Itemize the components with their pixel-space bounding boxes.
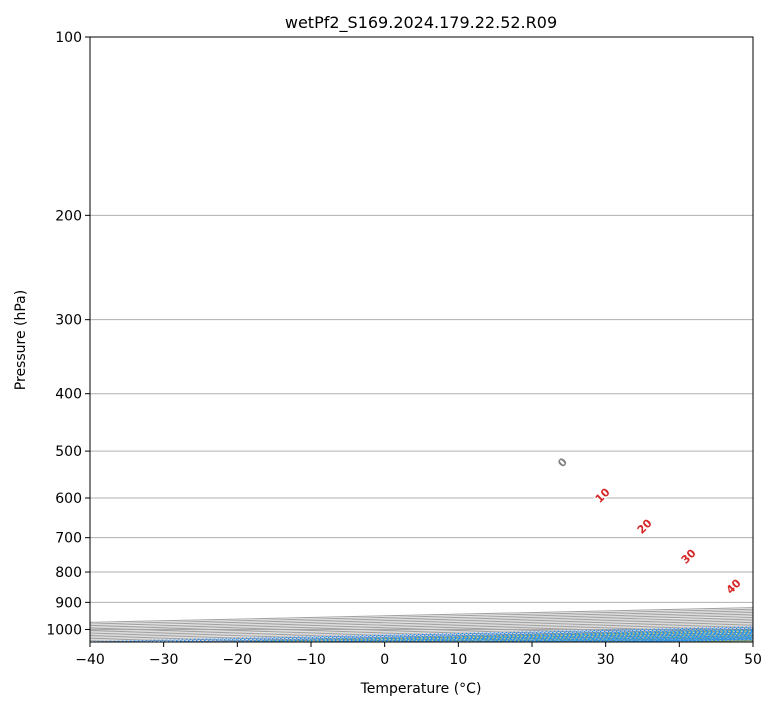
moist-adiabat (296, 257, 775, 642)
isotherm (0, 37, 775, 642)
chart-title: wetPf2_S169.2024.179.22.52.R09 (285, 13, 557, 33)
moist-adiabat-label: 30 (679, 546, 699, 566)
x-tick-label: 0 (380, 652, 389, 668)
moist-adiabat (355, 215, 775, 642)
x-tick-label: 40 (670, 652, 688, 668)
x-tick-label: −20 (223, 652, 253, 668)
isotherm (753, 37, 775, 642)
isotherm (0, 37, 775, 642)
isotherm (532, 37, 775, 642)
dry-adiabat (264, 37, 775, 642)
x-axis-ticks: −40 −30 −20 −10 0 10 20 30 40 50 (75, 642, 762, 668)
x-tick-label: −30 (149, 652, 179, 668)
y-axis-ticks: 100 200 300 400 500 600 700 800 900 1000 (46, 30, 90, 638)
isotherm (385, 37, 775, 642)
x-tick-label: 10 (449, 652, 467, 668)
moist-adiabat (709, 37, 775, 642)
x-axis-label: Temperature (°C) (360, 681, 482, 697)
dry-adiabat (488, 37, 775, 642)
moist-adiabat-label: 10 (593, 485, 613, 505)
isotherm (237, 37, 775, 642)
dry-adiabat (712, 37, 775, 642)
x-tick-label: 20 (523, 652, 541, 668)
y-tick-label: 100 (55, 30, 82, 46)
x-tick-label: 50 (744, 652, 762, 668)
isotherm (311, 37, 775, 642)
isotherm (458, 37, 775, 642)
y-tick-label: 1000 (46, 622, 82, 638)
isotherm (0, 37, 775, 642)
isotherm (0, 37, 775, 642)
moist-adiabat (267, 273, 775, 642)
y-tick-label: 600 (55, 491, 82, 507)
moist-adiabat (326, 234, 775, 642)
mixing-ratio-lines (82, 451, 775, 642)
plot-frame (90, 37, 753, 642)
moist-adiabat (738, 37, 775, 642)
pressure-gridlines (90, 37, 753, 629)
moist-adiabat (650, 37, 775, 642)
x-tick-label: −10 (296, 652, 326, 668)
y-axis-label: Pressure (hPa) (13, 290, 29, 390)
isotherm (0, 37, 775, 642)
moist-adiabat (385, 195, 775, 642)
isotherm (0, 37, 775, 642)
x-tick-label: 30 (597, 652, 615, 668)
y-tick-label: 700 (55, 531, 82, 547)
dry-adiabat (338, 37, 775, 642)
isotherm (164, 37, 775, 642)
isotherm (90, 37, 775, 642)
moist-adiabat-label: 40 (724, 576, 744, 596)
dry-adiabat (562, 37, 775, 642)
isotherm (0, 37, 775, 642)
moist-adiabat (444, 141, 775, 642)
skewed-isotherms (0, 37, 775, 642)
y-tick-label: 500 (55, 444, 82, 460)
y-tick-label: 200 (55, 208, 82, 224)
moist-adiabat (237, 288, 775, 642)
isotherm (16, 37, 775, 642)
y-tick-label: 900 (55, 595, 82, 611)
x-tick-label: −40 (75, 652, 105, 668)
mixing-ratio-line (573, 451, 775, 642)
moist-adiabat (620, 37, 775, 642)
moist-adiabat (532, 37, 775, 642)
plot-area: -100-100-90-90-80-80-70-70-60-60-50-50-4… (0, 37, 775, 642)
moist-adiabat-label: 0 (555, 455, 570, 470)
dry-adiabat (637, 37, 775, 642)
isotherm (0, 37, 775, 642)
y-tick-label: 800 (55, 565, 82, 581)
moist-adiabat (473, 114, 775, 642)
y-tick-label: 400 (55, 387, 82, 403)
dry-adiabat (413, 37, 775, 642)
y-tick-label: 300 (55, 313, 82, 329)
isotherm (0, 37, 775, 642)
mixing-ratio-line (82, 451, 775, 642)
moist-adiabat (591, 37, 775, 642)
isotherm (0, 37, 775, 642)
moist-adiabat (562, 37, 775, 642)
moist-adiabat-label: 20 (635, 516, 655, 536)
moist-adiabat (503, 84, 775, 642)
line-labels: -100-100-90-90-80-80-70-70-60-60-50-50-4… (555, 63, 775, 597)
mixing-ratio-line (132, 451, 775, 642)
isotherm (0, 37, 775, 642)
moist-adiabat (208, 307, 775, 643)
